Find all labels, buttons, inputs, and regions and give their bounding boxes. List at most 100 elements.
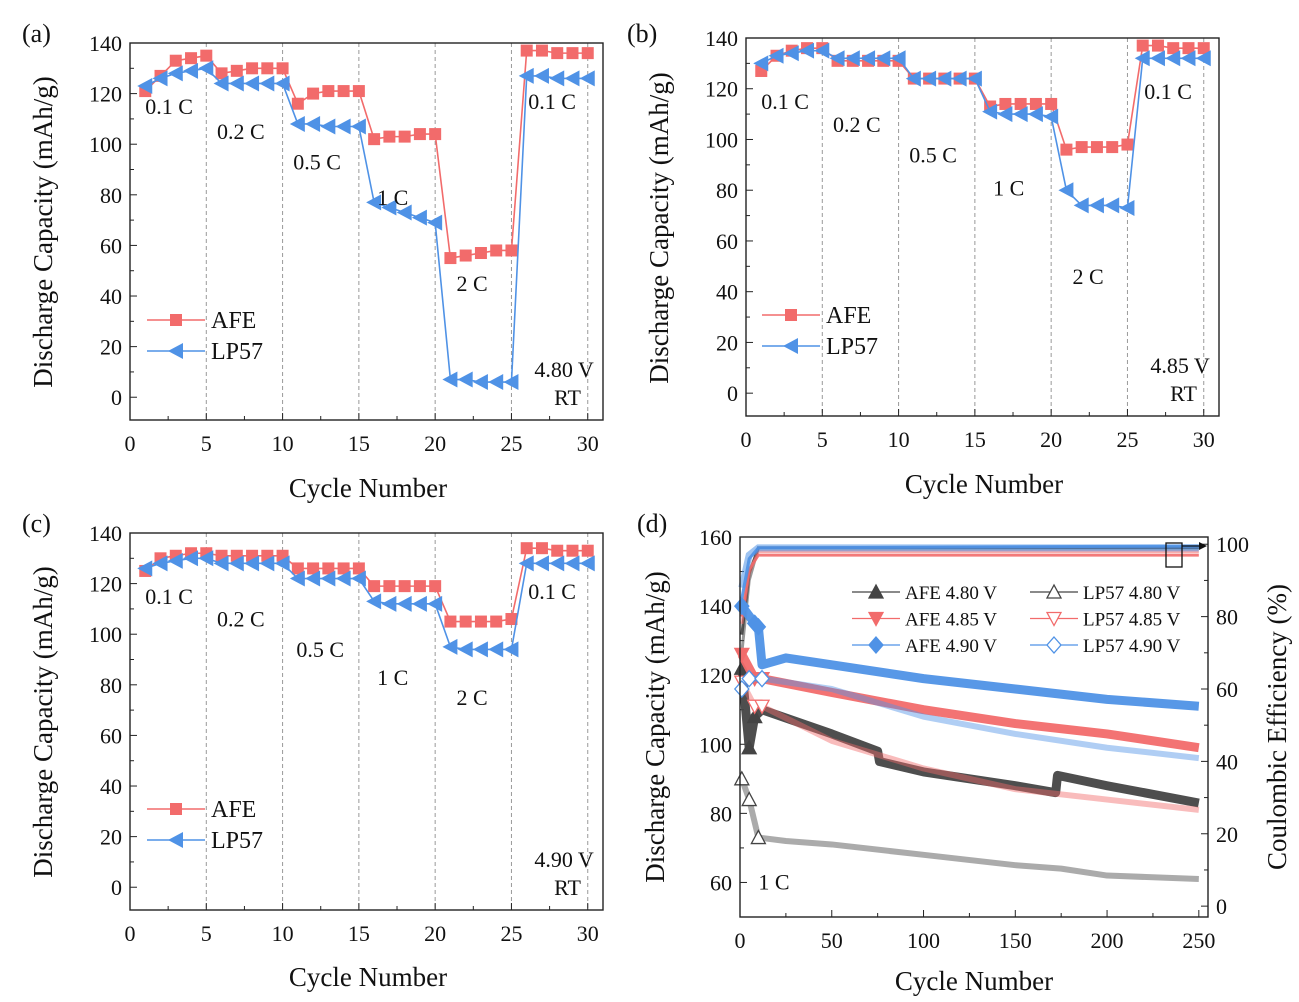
plot-frame (745, 37, 1220, 417)
y2-tick-label: 20 (1216, 822, 1238, 847)
rate-annotation: 1 C (377, 185, 408, 210)
data-point (167, 65, 183, 82)
y-tick-label: 60 (716, 229, 738, 254)
rate-annotation: 0.1 C (1144, 79, 1192, 104)
rate-annotation: 1 C (377, 665, 408, 690)
data-point (472, 641, 488, 658)
y-tick-label: 60 (710, 870, 732, 895)
data-point (459, 615, 472, 628)
data-point (383, 130, 396, 143)
data-point (381, 199, 397, 216)
x-tick-label: 150 (999, 928, 1032, 953)
data-point (474, 615, 487, 628)
panel-label: (b) (627, 19, 657, 48)
plot-frame (129, 42, 604, 421)
legend-label: AFE 4.90 V (905, 636, 997, 657)
rate-annotation: 0.5 C (296, 637, 344, 662)
data-point (200, 49, 213, 62)
rate-annotation: RT (554, 875, 581, 900)
data-point (982, 103, 998, 120)
legend-marker (1045, 583, 1063, 599)
data-point (244, 75, 260, 92)
x-tick-label: 20 (424, 921, 446, 946)
data-point (259, 555, 275, 572)
data-point (951, 70, 967, 87)
x-tick-label: 0 (125, 921, 136, 946)
rate-annotation: 4.85 V (1150, 353, 1210, 378)
data-point (768, 47, 784, 64)
data-point (520, 44, 533, 57)
rate-annotation: 2 C (457, 685, 488, 710)
x-tick-label: 5 (817, 427, 828, 452)
data-point (1149, 50, 1165, 67)
data-point (505, 244, 518, 257)
data-point (741, 669, 758, 688)
series-line (760, 49, 1204, 209)
legend-marker (170, 314, 182, 326)
x-tick-label: 10 (888, 427, 910, 452)
plot-frame (739, 536, 1209, 918)
data-point (152, 70, 168, 87)
x-tick-label: 5 (201, 431, 212, 456)
ce-line-3 (740, 549, 1199, 625)
y-tick-label: 20 (100, 335, 122, 360)
data-point (1197, 42, 1210, 55)
y-tick-label: 80 (100, 183, 122, 208)
data-point (518, 555, 534, 572)
rate-annotation: 1 C (758, 869, 789, 894)
x-axis-label: Cycle Number (289, 473, 447, 503)
y-tick-label: 40 (100, 774, 122, 799)
data-point (215, 67, 228, 80)
data-point (535, 44, 548, 57)
y-tick-label: 140 (89, 31, 122, 56)
data-point (152, 555, 168, 572)
data-point (352, 562, 365, 575)
rate-annotation: 1 C (993, 175, 1024, 200)
data-point (533, 555, 549, 572)
data-point (457, 641, 473, 658)
data-point (551, 47, 564, 60)
y-tick-label: 20 (716, 330, 738, 355)
x-tick-label: 250 (1182, 928, 1215, 953)
data-point (228, 555, 244, 572)
legend-marker (783, 338, 798, 354)
x-tick-label: 15 (348, 431, 370, 456)
x-tick-label: 0 (741, 427, 752, 452)
rate-annotation: 0.1 C (145, 94, 193, 119)
legend-label: AFE (211, 308, 256, 334)
data-point (733, 647, 750, 663)
data-point (1058, 182, 1074, 199)
legend-marker (168, 343, 183, 359)
y-axis-label: Discharge Capacity (mAh/g) (644, 72, 674, 383)
data-point (1106, 141, 1119, 154)
plot-frame (129, 532, 604, 911)
y-axis-label: Discharge Capacity (mAh/g) (640, 571, 670, 882)
rate-annotation: 0.1 C (145, 584, 193, 609)
legend-label: LP57 4.90 V (1083, 636, 1181, 657)
y-tick-label: 40 (716, 280, 738, 305)
data-point (1043, 108, 1059, 125)
data-point (183, 62, 199, 79)
legend-label: LP57 4.80 V (1083, 583, 1181, 604)
ce-line-5 (738, 544, 1199, 589)
data-point (230, 64, 243, 77)
data-point (890, 50, 906, 67)
data-point (753, 55, 769, 72)
data-point (352, 85, 365, 98)
data-point (381, 595, 397, 612)
y-tick-label: 140 (699, 594, 732, 619)
data-point (746, 708, 763, 724)
data-point (335, 570, 351, 587)
data-point (490, 244, 503, 257)
data-point (185, 52, 198, 65)
data-point (936, 70, 952, 87)
data-point (799, 42, 815, 59)
data-point (305, 115, 321, 132)
data-point (228, 75, 244, 92)
data-point (474, 247, 487, 260)
rate-annotation: RT (1170, 381, 1197, 406)
data-point (322, 562, 335, 575)
panel-d (733, 536, 1209, 918)
data-point (1180, 50, 1196, 67)
legend-label: LP57 4.85 V (1083, 610, 1181, 631)
